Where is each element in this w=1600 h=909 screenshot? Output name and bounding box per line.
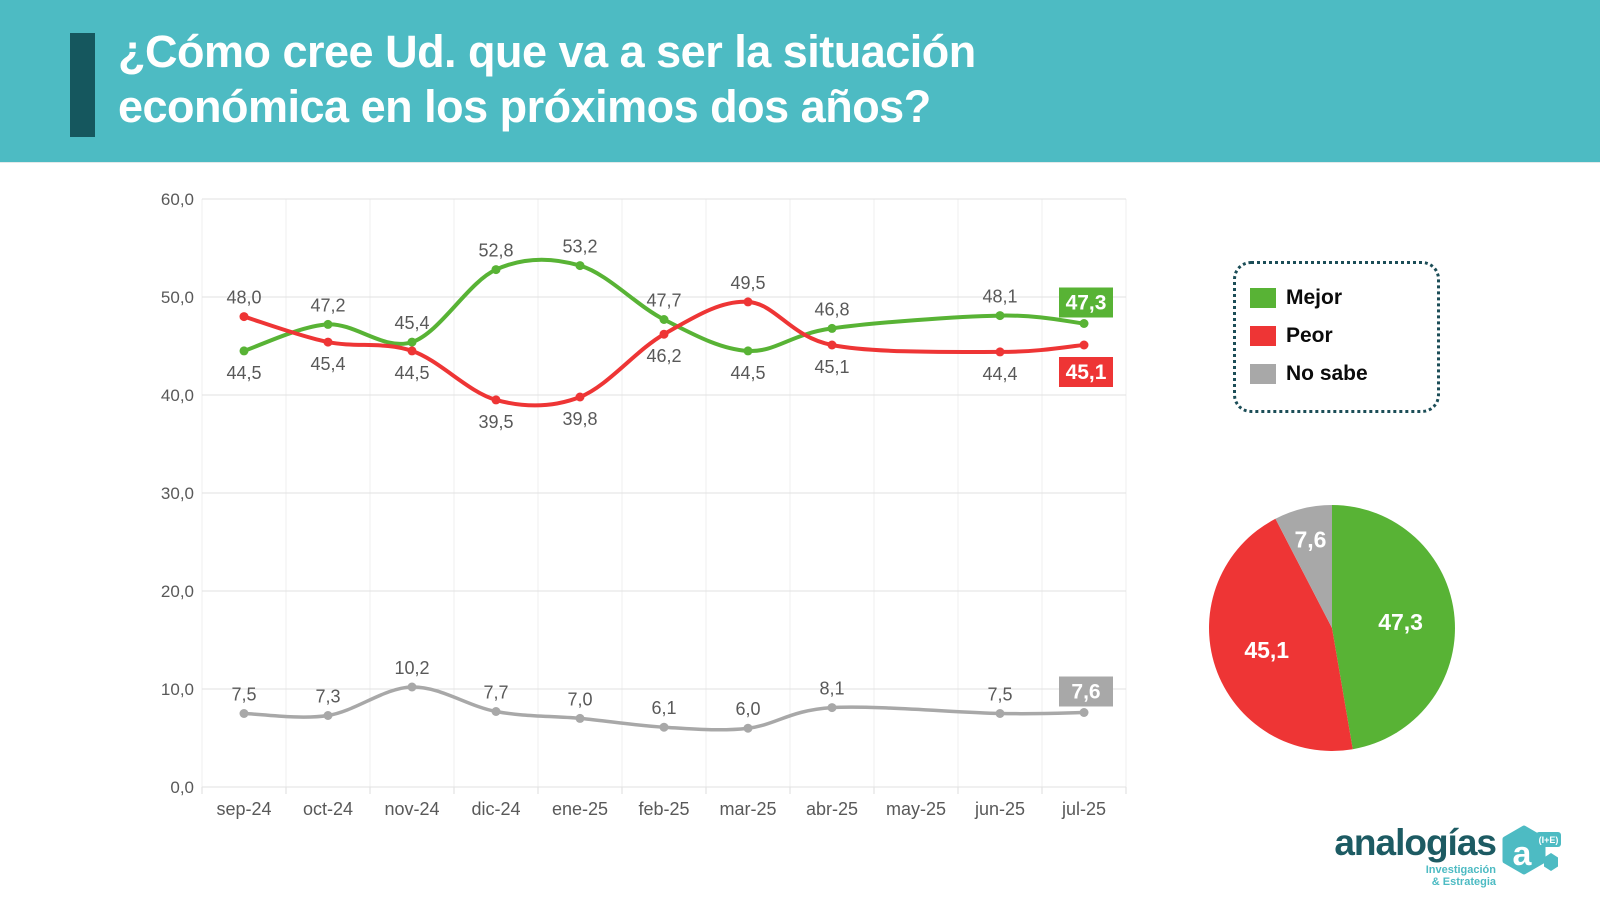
svg-text:48,1: 48,1 — [982, 287, 1017, 307]
legend-item-peor: Peor — [1250, 324, 1437, 347]
svg-text:10,2: 10,2 — [394, 658, 429, 678]
svg-text:45,4: 45,4 — [394, 313, 429, 333]
svg-text:48,0: 48,0 — [226, 288, 261, 308]
svg-text:ene-25: ene-25 — [552, 799, 608, 819]
svg-text:46,8: 46,8 — [814, 299, 849, 319]
svg-text:44,5: 44,5 — [730, 363, 765, 383]
svg-text:6,0: 6,0 — [735, 699, 760, 719]
svg-text:7,5: 7,5 — [987, 685, 1012, 705]
svg-text:dic-24: dic-24 — [471, 799, 520, 819]
svg-text:45,1: 45,1 — [1066, 361, 1107, 384]
svg-text:sep-24: sep-24 — [216, 799, 271, 819]
svg-text:7,5: 7,5 — [231, 685, 256, 705]
svg-text:30,0: 30,0 — [161, 484, 194, 503]
svg-text:8,1: 8,1 — [819, 679, 844, 699]
svg-text:47,2: 47,2 — [310, 295, 345, 315]
svg-text:mar-25: mar-25 — [719, 799, 776, 819]
svg-text:oct-24: oct-24 — [303, 799, 353, 819]
title-accent-bar — [70, 33, 95, 137]
legend-swatch-mejor — [1250, 288, 1276, 308]
legend-swatch-peor — [1250, 326, 1276, 346]
legend-label-no-sabe: No sabe — [1286, 362, 1368, 385]
svg-text:49,5: 49,5 — [730, 273, 765, 293]
page-title: ¿Cómo cree Ud. que va a ser la situación… — [118, 24, 976, 134]
svg-text:7,3: 7,3 — [315, 687, 340, 707]
brand-mark-letter: a — [1513, 835, 1533, 873]
brand-logo: analogías Investigación & Estrategia (I+… — [1200, 812, 1600, 902]
svg-text:7,6: 7,6 — [1071, 681, 1100, 704]
svg-text:10,0: 10,0 — [161, 680, 194, 699]
svg-text:50,0: 50,0 — [161, 288, 194, 307]
pie-chart: 47,3 45,1 7,6 — [1206, 502, 1458, 754]
svg-text:44,4: 44,4 — [982, 364, 1017, 384]
header-banner: ¿Cómo cree Ud. que va a ser la situación… — [0, 0, 1600, 163]
svg-text:45,4: 45,4 — [310, 354, 345, 374]
chart-legend: Mejor Peor No sabe — [1233, 261, 1440, 413]
brand-mark-icon: (I+E) a — [1502, 825, 1561, 875]
svg-text:jun-25: jun-25 — [974, 799, 1025, 819]
svg-text:52,8: 52,8 — [478, 241, 513, 261]
brand-mark-tag: (I+E) — [1539, 835, 1559, 845]
brand-tagline: Investigación & Estrategia — [1426, 864, 1496, 888]
svg-text:44,5: 44,5 — [394, 363, 429, 383]
svg-text:44,5: 44,5 — [226, 363, 261, 383]
brand-name: analogías — [1334, 822, 1497, 863]
svg-text:may-25: may-25 — [886, 799, 946, 819]
svg-text:45,1: 45,1 — [1244, 637, 1289, 663]
legend-item-mejor: Mejor — [1250, 286, 1437, 309]
svg-text:47,3: 47,3 — [1378, 609, 1423, 635]
svg-text:6,1: 6,1 — [651, 698, 676, 718]
svg-text:60,0: 60,0 — [161, 190, 194, 209]
svg-text:7,0: 7,0 — [567, 689, 592, 709]
svg-text:feb-25: feb-25 — [638, 799, 689, 819]
svg-text:47,7: 47,7 — [646, 291, 681, 311]
svg-text:jul-25: jul-25 — [1061, 799, 1106, 819]
svg-text:47,3: 47,3 — [1066, 292, 1107, 315]
svg-text:45,1: 45,1 — [814, 357, 849, 377]
svg-text:39,5: 39,5 — [478, 412, 513, 432]
svg-text:53,2: 53,2 — [562, 237, 597, 257]
title-line-1: ¿Cómo cree Ud. que va a ser la situación — [118, 26, 976, 77]
svg-text:39,8: 39,8 — [562, 409, 597, 429]
svg-text:0,0: 0,0 — [170, 778, 194, 797]
legend-swatch-no-sabe — [1250, 364, 1276, 384]
brand-tagline-line2: & Estrategia — [1431, 876, 1496, 888]
svg-text:20,0: 20,0 — [161, 582, 194, 601]
svg-text:7,6: 7,6 — [1295, 527, 1327, 553]
legend-label-mejor: Mejor — [1286, 286, 1343, 309]
svg-text:nov-24: nov-24 — [384, 799, 439, 819]
line-chart: 0,0 10,0 20,0 30,0 40,0 50,0 60,0 sep-24 oct-24 n… — [150, 170, 1140, 830]
svg-text:abr-25: abr-25 — [806, 799, 858, 819]
svg-text:7,7: 7,7 — [483, 683, 508, 703]
legend-item-no-sabe: No sabe — [1250, 362, 1437, 385]
title-line-2: económica en los próximos dos años? — [118, 81, 931, 132]
svg-text:40,0: 40,0 — [161, 386, 194, 405]
svg-text:46,2: 46,2 — [646, 346, 681, 366]
brand-tagline-line1: Investigación — [1425, 864, 1496, 876]
legend-label-peor: Peor — [1286, 324, 1333, 347]
